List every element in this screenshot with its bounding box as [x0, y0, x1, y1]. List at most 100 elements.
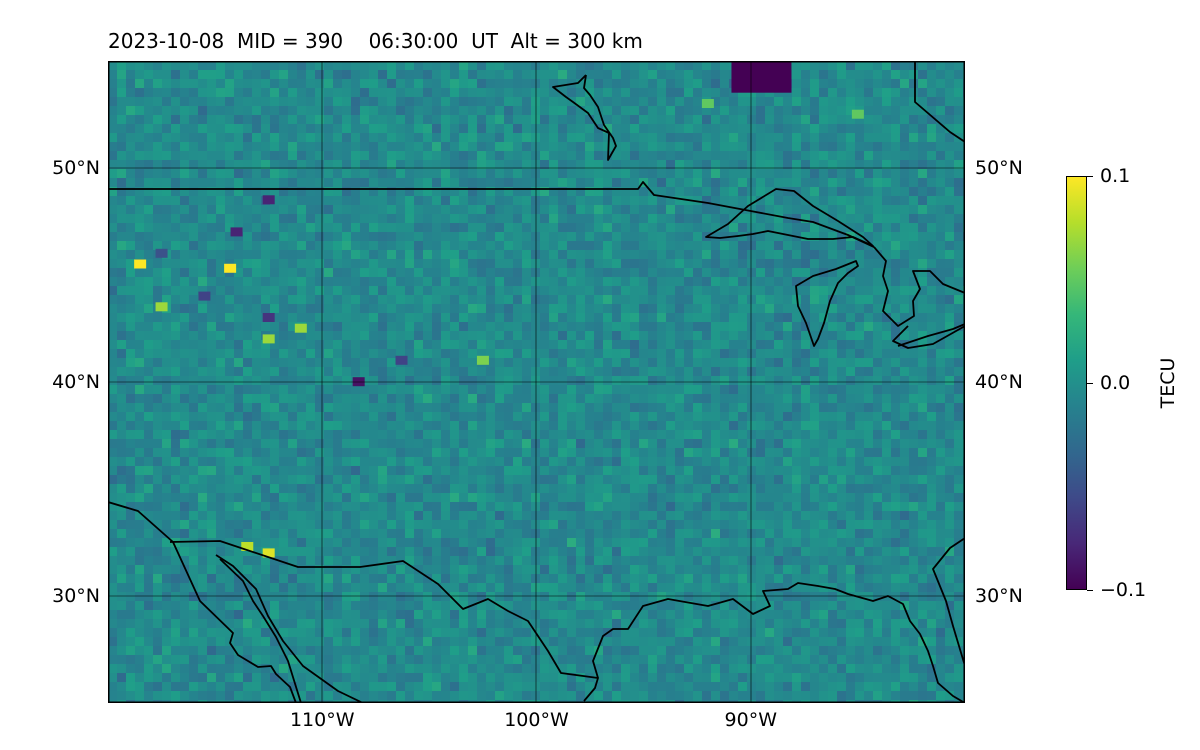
tec-cell [864, 232, 873, 241]
tec-cell [441, 268, 450, 277]
tec-cell [513, 169, 522, 178]
tec-cell [315, 205, 324, 214]
tec-cell [126, 430, 135, 439]
tec-cell [180, 196, 189, 205]
tec-cell [153, 133, 162, 142]
tec-cell [918, 178, 927, 187]
tec-cell [342, 358, 351, 367]
tec-cell [927, 88, 936, 97]
tec-cell [261, 151, 270, 160]
tec-cell [513, 133, 522, 142]
tec-cell [369, 169, 378, 178]
tec-cell [441, 457, 450, 466]
tec-cell [522, 511, 531, 520]
tec-cell [360, 124, 369, 133]
tec-cell [585, 106, 594, 115]
tec-cell [198, 169, 207, 178]
tec-cell [378, 295, 387, 304]
tec-cell [675, 394, 684, 403]
tec-cell [396, 385, 405, 394]
tec-cell [333, 358, 342, 367]
tec-cell [252, 331, 261, 340]
tec-cell [540, 304, 549, 313]
tec-cell [765, 349, 774, 358]
tec-cell [837, 394, 846, 403]
tec-cell [261, 106, 270, 115]
tec-cell [666, 88, 675, 97]
tec-cell [135, 439, 144, 448]
tec-cell [225, 511, 234, 520]
tec-cell [558, 160, 567, 169]
tec-cell [216, 394, 225, 403]
tec-cell [153, 286, 162, 295]
tec-cell [261, 259, 270, 268]
tec-cell [666, 223, 675, 232]
tec-cell [567, 340, 576, 349]
tec-cell [504, 169, 513, 178]
tec-cell [504, 88, 513, 97]
tec-cell [693, 97, 702, 106]
tec-cell [873, 286, 882, 295]
tec-cell [315, 196, 324, 205]
tec-cell [306, 178, 315, 187]
tec-cell [243, 88, 252, 97]
tec-cell [648, 448, 657, 457]
tec-map[interactable] [108, 61, 965, 703]
tec-cell [450, 493, 459, 502]
tec-cell [819, 403, 828, 412]
tec-cell [657, 205, 666, 214]
tec-cell [900, 466, 909, 475]
tec-cell [729, 223, 738, 232]
tec-cell [639, 502, 648, 511]
tec-cell [387, 151, 396, 160]
tec-cell [396, 250, 405, 259]
tec-cell [954, 367, 963, 376]
tec-cell [576, 223, 585, 232]
tec-cell [666, 124, 675, 133]
tec-cell [666, 331, 675, 340]
tec-cell [576, 196, 585, 205]
tec-cell [441, 511, 450, 520]
tec-cell [513, 313, 522, 322]
tec-cell [630, 250, 639, 259]
tec-cell [792, 313, 801, 322]
tec-cell [432, 367, 441, 376]
tec-cell [423, 331, 432, 340]
tec-cell [135, 115, 144, 124]
tec-cell [945, 124, 954, 133]
tec-cell [738, 286, 747, 295]
tec-cell [828, 196, 837, 205]
tec-cell [918, 376, 927, 385]
tec-cell [432, 484, 441, 493]
tec-cell [306, 403, 315, 412]
tec-cell [873, 502, 882, 511]
tec-cell [234, 376, 243, 385]
tec-cell [477, 313, 486, 322]
tec-cell [261, 223, 270, 232]
tec-cell [432, 268, 441, 277]
tec-cell [495, 151, 504, 160]
tec-cell [522, 268, 531, 277]
tec-cell [846, 295, 855, 304]
tec-cell [873, 61, 882, 70]
tec-cell [387, 466, 396, 475]
tec-cell [621, 475, 630, 484]
tec-cell [837, 88, 846, 97]
tec-cell [369, 268, 378, 277]
tec-cell [306, 97, 315, 106]
tec-cell [711, 457, 720, 466]
tec-cell [351, 439, 360, 448]
tec-cell [909, 241, 918, 250]
tec-cell [504, 295, 513, 304]
tec-cell [666, 457, 675, 466]
tec-cell [639, 79, 648, 88]
tec-cell [846, 412, 855, 421]
tec-cell [657, 241, 666, 250]
tec-cell [801, 88, 810, 97]
tec-cell [144, 106, 153, 115]
tec-cell [648, 205, 657, 214]
tec-cell [153, 70, 162, 79]
tec-cell [603, 277, 612, 286]
tec-cell [162, 430, 171, 439]
tec-cell [288, 196, 297, 205]
